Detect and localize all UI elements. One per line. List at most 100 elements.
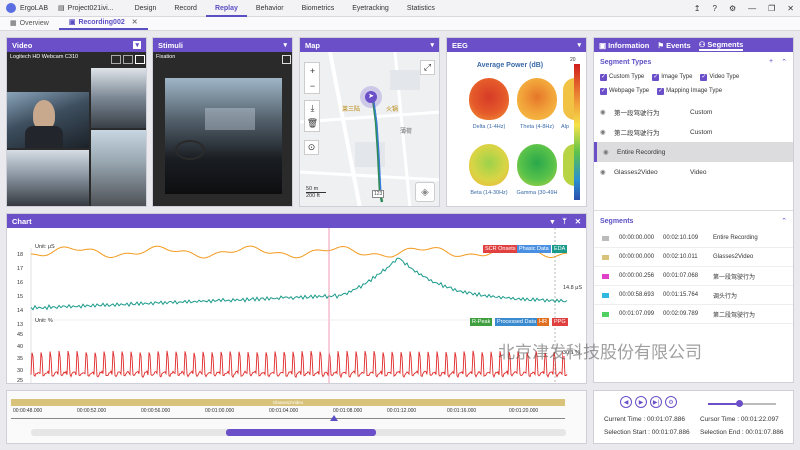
timeline-ruler[interactable]: 00:00:48.000 00:00:52.000 00:00:56.000 0… bbox=[11, 407, 565, 419]
list-item-selected[interactable]: ◉ Entire Recording bbox=[594, 142, 793, 162]
segment-color-swatch bbox=[602, 274, 609, 279]
chevron-down-icon[interactable]: ▾ bbox=[550, 217, 554, 226]
eye-icon[interactable]: ◉ bbox=[600, 128, 614, 136]
menu-replay[interactable]: Replay bbox=[206, 0, 247, 17]
minimize-icon[interactable]: — bbox=[748, 4, 756, 13]
menu-design[interactable]: Design bbox=[126, 0, 166, 17]
segment-start: 00:00:00.000 bbox=[619, 235, 663, 241]
segment-name: Glasses2Video bbox=[713, 254, 753, 260]
tab-recording002[interactable]: ▣ Recording002 ✕ bbox=[59, 17, 148, 30]
table-row[interactable]: 00:01:07.099 00:02:09.789 第二段驾驶行为 bbox=[594, 305, 793, 324]
map-scale: 50 m 200 ft bbox=[306, 186, 326, 199]
download-icon[interactable]: ⤓ bbox=[305, 101, 320, 116]
help-icon[interactable]: ? bbox=[713, 4, 717, 13]
eeg-panel: EEG ▾ Average Power (dB) Delta (1-4Hz) T… bbox=[446, 37, 587, 207]
chevron-down-icon[interactable]: ▾ bbox=[283, 41, 287, 49]
eye-icon[interactable]: ◉ bbox=[600, 168, 614, 176]
filter-webpage-type[interactable]: ✓ Webpage Type bbox=[600, 85, 649, 98]
zoom-in-button[interactable]: + bbox=[305, 63, 320, 78]
cursor-time-label: Cursor Time : bbox=[700, 416, 739, 423]
legend-scr-onsets[interactable]: SCR Onsets bbox=[483, 245, 518, 253]
project-selector[interactable]: ▤ Project021ivi... bbox=[58, 4, 114, 12]
tab-close-icon[interactable]: ✕ bbox=[132, 17, 138, 29]
maximize-icon[interactable]: ❐ bbox=[768, 4, 775, 13]
upload-icon[interactable]: ↥ bbox=[694, 4, 701, 13]
locate-icon[interactable]: ⊙ bbox=[304, 140, 319, 155]
trash-icon[interactable]: 🗑 bbox=[305, 116, 320, 131]
menu-behavior[interactable]: Behavior bbox=[247, 0, 293, 17]
play-icon[interactable]: ▶ bbox=[635, 396, 647, 408]
timeline-segment-bar[interactable]: Glasses2Video bbox=[11, 399, 565, 406]
legend-ppg[interactable]: PPG bbox=[552, 318, 568, 326]
filter-video-label: Video Type bbox=[709, 71, 739, 84]
legend-eda[interactable]: EDA bbox=[552, 245, 567, 253]
legend-hr[interactable]: HR bbox=[537, 318, 549, 326]
list-item[interactable]: ◉ 第一段驾驶行为 Custom bbox=[594, 102, 793, 122]
layout-single-icon[interactable] bbox=[111, 55, 121, 64]
segment-color-swatch bbox=[602, 236, 609, 241]
chevron-down-icon[interactable]: ▾ bbox=[430, 41, 434, 49]
legend-phasic-data[interactable]: Phasic Data bbox=[517, 245, 551, 253]
menu-record[interactable]: Record bbox=[165, 0, 206, 17]
expand-icon[interactable] bbox=[282, 55, 291, 64]
chevron-down-icon[interactable]: ▾ bbox=[577, 41, 581, 49]
selection-start-label: Selection Start : bbox=[604, 429, 650, 436]
timeline-scrollbar[interactable] bbox=[31, 429, 566, 436]
table-row[interactable]: 00:00:58.693 00:01:15.764 调头行为 bbox=[594, 286, 793, 305]
close-icon[interactable]: ✕ bbox=[787, 4, 794, 13]
right-panel-tabs: ▣ Information ⚑ Events ⚇ Segments bbox=[594, 38, 793, 52]
checkbox-checked-icon: ✓ bbox=[657, 88, 664, 95]
eye-icon[interactable]: ◉ bbox=[600, 108, 614, 116]
rewind-icon[interactable]: ◀ bbox=[620, 396, 632, 408]
legend-processed-data[interactable]: Processed Data bbox=[495, 318, 538, 326]
segment-type-name: Entire Recording bbox=[617, 149, 693, 156]
filter-webpage-label: Webpage Type bbox=[609, 85, 649, 98]
tick-label: 25 bbox=[17, 378, 23, 384]
table-row[interactable]: 00:00:00.000 00:02:10.109 Entire Recording bbox=[594, 229, 793, 248]
events-icon: ⚑ bbox=[657, 41, 664, 50]
filter-mapping-image-type[interactable]: ✓ Mapping Image Type bbox=[657, 85, 722, 98]
scrollbar-thumb[interactable] bbox=[226, 429, 376, 436]
list-item[interactable]: ◉ 第二段驾驶行为 Custom bbox=[594, 122, 793, 142]
tab-information[interactable]: ▣ Information bbox=[599, 41, 649, 50]
map-marker-icon: ➤ bbox=[360, 86, 382, 108]
pin-icon[interactable]: ᛘ bbox=[562, 217, 567, 226]
legend-r-peak[interactable]: R-Peak bbox=[470, 318, 492, 326]
zoom-out-button[interactable]: − bbox=[305, 78, 320, 93]
filter-video-type[interactable]: ✓ Video Type bbox=[700, 71, 739, 84]
menu-eyetracking[interactable]: Eyetracking bbox=[343, 0, 398, 17]
segment-type-kind: Custom bbox=[690, 109, 712, 116]
eye-icon[interactable]: ◉ bbox=[603, 148, 617, 156]
volume-slider[interactable] bbox=[708, 403, 776, 405]
fullscreen-icon[interactable]: ⤢ bbox=[420, 60, 435, 75]
list-item[interactable]: ◉ Glasses2Video Video bbox=[594, 162, 793, 182]
chevron-down-icon[interactable]: ▾ bbox=[133, 41, 141, 49]
eeg-label-alpha: Alp bbox=[561, 124, 569, 130]
playback-controls: ◀ ▶ ▶| ⚙ bbox=[620, 396, 677, 408]
layout-grid-icon[interactable] bbox=[135, 55, 145, 64]
table-row[interactable]: 00:00:00.000 00:02:10.011 Glasses2Video bbox=[594, 248, 793, 267]
timeline-playhead[interactable] bbox=[330, 415, 338, 421]
volume-handle[interactable] bbox=[736, 400, 743, 407]
chevron-up-icon[interactable]: ⌃ bbox=[781, 217, 787, 225]
tab-overview[interactable]: ▦ Overview bbox=[0, 17, 59, 30]
chevron-up-icon[interactable]: ⌃ bbox=[781, 58, 787, 66]
settings-icon[interactable]: ⚙ bbox=[665, 396, 677, 408]
forward-icon[interactable]: ▶| bbox=[650, 396, 662, 408]
filter-image-type[interactable]: ✓ Image Type bbox=[652, 71, 692, 84]
tab-events[interactable]: ⚑ Events bbox=[657, 41, 690, 50]
filter-custom-type[interactable]: ✓ Custom Type bbox=[600, 71, 644, 84]
add-icon[interactable]: + bbox=[769, 58, 773, 66]
menu-biometrics[interactable]: Biometrics bbox=[293, 0, 344, 17]
layers-icon[interactable]: ◈ bbox=[415, 182, 435, 202]
eeg-topomap-theta bbox=[517, 78, 557, 120]
stimuli-panel: Stimuli ▾ Fixation bbox=[152, 37, 293, 207]
settings-icon[interactable]: ⚙ bbox=[729, 4, 736, 13]
timeline-panel: Glasses2Video 00:00:48.000 00:00:52.000 … bbox=[6, 390, 587, 444]
layout-pip-icon[interactable] bbox=[123, 55, 133, 64]
menu-statistics[interactable]: Statistics bbox=[398, 0, 444, 17]
close-icon[interactable]: ✕ bbox=[575, 217, 581, 226]
tab-segments[interactable]: ⚇ Segments bbox=[699, 40, 744, 51]
tick-label: 16 bbox=[17, 280, 23, 286]
table-row[interactable]: 00:00:00.256 00:01:07.068 第一段驾驶行为 bbox=[594, 267, 793, 286]
